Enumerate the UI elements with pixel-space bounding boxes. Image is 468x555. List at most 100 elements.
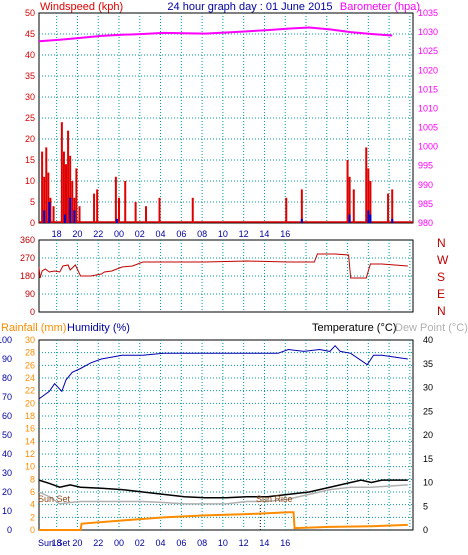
direction-letter: E [437,287,445,301]
humidity-tick-label: 50 [2,430,12,440]
wind-bar [41,151,44,223]
wind-tick-label: 15 [25,155,35,165]
gust-bars [43,197,394,223]
rain-tick-label: 14 [25,436,35,446]
wind-bar [191,197,194,223]
wind-x-tick-label: 10 [218,229,228,239]
baro-tick-label: 1030 [418,27,438,37]
gust-bar [300,218,303,223]
chart-title: 24 hour graph day : 01 June 2015 [167,1,332,13]
baro-tick-label: 1035 [418,8,438,18]
humidity-tick-label: 0 [7,525,12,535]
rain-tick-label: 0 [30,525,35,535]
temp-tick-label: 0 [423,525,428,535]
wind-x-tick-label: 22 [93,229,103,239]
dewpoint-line [38,484,408,505]
dir-tick-label: 180 [20,271,35,281]
wind-bar [78,206,81,223]
wind-bar [367,168,370,223]
direction-panel-grid [39,240,413,312]
wind-x-tick-label: 06 [176,229,186,239]
rain-tick-label: 30 [25,335,35,345]
rainfall-line [39,511,408,531]
wind-tick-label: 40 [25,50,35,60]
temp-tick-label: 30 [423,383,433,393]
dir-tick-label: 90 [25,289,35,299]
temp-x-tick-label: 12 [239,538,249,548]
wind-bar [65,164,68,223]
wind-bar [369,181,372,223]
temp-x-tick-label: 20 [72,538,82,548]
wind-tick-label: 50 [25,8,35,18]
gust-bar [115,218,118,223]
wind-tick-label: 30 [25,92,35,102]
wind-tick-label: 20 [25,134,35,144]
baro-tick-label: 995 [418,161,433,171]
sunset-axis-label: Sun Set [38,538,71,548]
temp-tick-label: 25 [423,406,433,416]
temp-tick-label: 40 [423,335,433,345]
wind-panel-grid [39,13,413,223]
wind-tick-label: 5 [30,197,35,207]
wind-x-tick-label: 16 [280,229,290,239]
wind-tick-label: 35 [25,71,35,81]
rain-tick-label: 8 [30,474,35,484]
wind-bar [145,206,148,223]
sunset-marker: Sun Set [38,494,71,504]
humidity-tick-label: 40 [2,449,12,459]
temp-x-tick-label: 04 [156,538,166,548]
gust-bar [391,218,394,223]
rain-tick-label: 12 [25,449,35,459]
humidity-tick-label: 90 [2,354,12,364]
rain-tick-label: 24 [25,373,35,383]
temp-x-tick-label: 14 [259,538,269,548]
wind-bar [346,160,349,223]
temp-tick-label: 10 [423,478,433,488]
wind-bar [285,197,288,223]
wind-bar [365,147,368,223]
rain-tick-label: 28 [25,348,35,358]
wind-bar [114,176,117,223]
rain-tick-label: 18 [25,411,35,421]
temp-panel-grid [39,340,413,530]
direction-letter: S [437,270,445,284]
wind-bar [62,151,65,223]
wind-bar [45,147,48,223]
wind-tick-label: 10 [25,176,35,186]
wind-x-tick-label: 00 [114,229,124,239]
axis-tick-labels: 0510152025303540455098098599099510001005… [0,8,438,548]
barometer-label: Barometer (hpa) [340,1,420,13]
humidity-tick-label: 100 [0,335,12,345]
wind-bar [124,181,127,223]
gust-bar [348,214,351,223]
humidity-label: Humidity (%) [67,322,130,334]
temp-x-tick-label: 16 [280,538,290,548]
wind-bar [43,176,46,223]
baro-tick-label: 985 [418,199,433,209]
dir-tick-label: 360 [20,235,35,245]
baro-tick-label: 1010 [418,103,438,113]
rain-tick-label: 2 [30,512,35,522]
temp-x-tick-label: 22 [93,538,103,548]
wind-bar [47,172,50,223]
wind-bar [96,189,99,223]
windspeed-label: Windspeed (kph) [40,1,123,13]
wind-bar [93,193,96,223]
wind-x-tick-label: 02 [135,229,145,239]
gust-bar [367,210,370,223]
temp-tick-label: 15 [423,454,433,464]
dir-tick-label: 270 [20,253,35,263]
temp-tick-label: 35 [423,359,433,369]
wind-bar [67,130,70,223]
temp-tick-label: 20 [423,430,433,440]
temperature-line [38,479,408,499]
temp-tick-label: 5 [423,501,428,511]
rain-tick-label: 16 [25,424,35,434]
wind-bar [71,181,74,223]
wind-x-tick-label: 12 [239,229,249,239]
temp-x-tick-label: 00 [114,538,124,548]
gust-bar [69,197,72,223]
humidity-tick-label: 10 [2,506,12,516]
gust-bar [369,214,372,223]
temp-x-tick-label: 18 [52,538,62,548]
